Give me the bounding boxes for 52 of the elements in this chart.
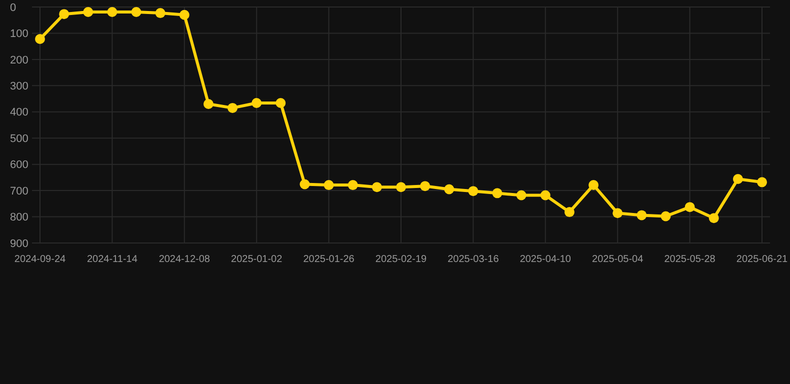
point [684, 202, 695, 212]
x-tick-label: 2024-11-14 [86, 254, 138, 265]
y-tick-label: 500 [10, 132, 28, 145]
point [372, 182, 382, 192]
y-tick-label: 400 [10, 106, 28, 119]
point [757, 177, 767, 188]
point [252, 98, 262, 108]
x-tick-label: 2025-03-16 [448, 254, 500, 265]
point [564, 207, 574, 218]
x-tick-label: 2025-02-19 [375, 254, 428, 265]
point [708, 213, 719, 224]
y-tick-label: 700 [10, 185, 28, 198]
point [516, 190, 526, 200]
x-tick-label: 2025-05-04 [592, 254, 644, 265]
point [203, 99, 214, 110]
point [59, 9, 70, 20]
point [540, 190, 550, 200]
point [732, 174, 743, 184]
point [131, 6, 142, 17]
x-tick-label: 2024-09-24 [14, 254, 66, 265]
point [107, 6, 118, 17]
point [179, 10, 190, 20]
x-tick-label: 2024-12-08 [158, 254, 210, 265]
point [444, 184, 454, 194]
y-tick-label: 800 [10, 212, 28, 224]
y-tick-label: 300 [10, 80, 28, 93]
x-tick-label: 2025-06-21 [736, 254, 788, 265]
y-tick-label: 100 [10, 28, 28, 40]
x-tick-label: 2025-01-02 [231, 254, 283, 265]
y-tick-label: 900 [10, 238, 28, 250]
x-tick-label: 2025-04-10 [520, 254, 572, 265]
y-tick-label: 0 [10, 2, 16, 14]
point [35, 34, 45, 44]
x-tick-label: 2025-05-28 [664, 254, 716, 265]
point [612, 208, 623, 218]
point [396, 182, 406, 192]
point [228, 102, 238, 113]
point [276, 98, 286, 108]
point [588, 180, 599, 190]
y-tick-label: 600 [10, 159, 28, 172]
point [420, 181, 430, 192]
point [83, 6, 94, 17]
point [324, 180, 334, 190]
y-tick-label: 200 [10, 54, 28, 66]
x-tick-label: 2025-01-26 [303, 254, 355, 265]
point [660, 211, 671, 222]
point [155, 8, 166, 18]
point [636, 210, 647, 220]
point [300, 179, 310, 190]
point [468, 186, 478, 196]
point [492, 188, 502, 198]
point [348, 180, 358, 190]
